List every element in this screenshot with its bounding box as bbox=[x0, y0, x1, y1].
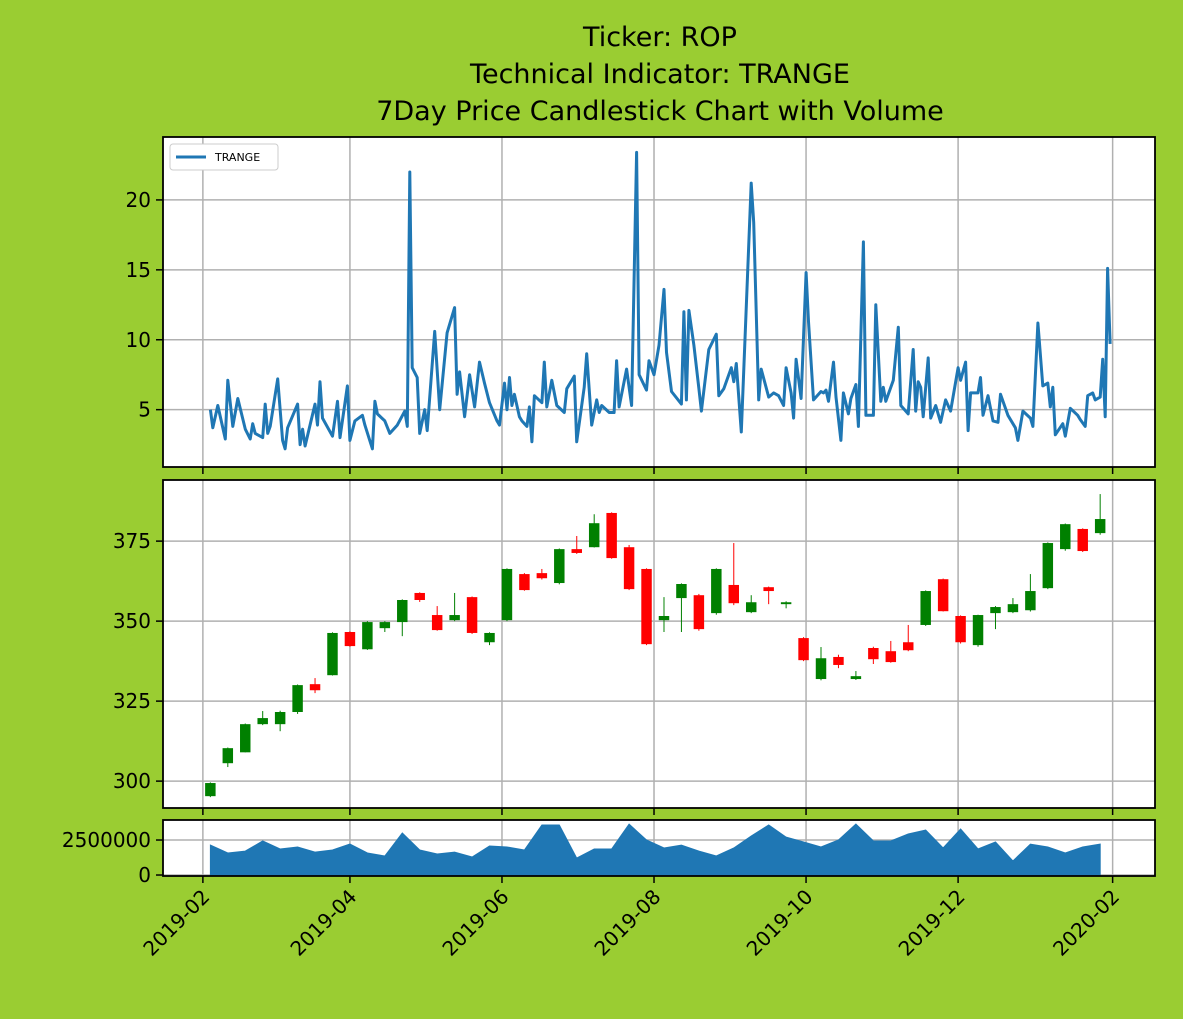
candle-body bbox=[885, 651, 897, 663]
candle-body bbox=[240, 724, 251, 753]
candle-body bbox=[1042, 543, 1054, 589]
legend-frame bbox=[169, 143, 279, 171]
candle-body bbox=[344, 632, 356, 647]
candle-body bbox=[571, 549, 582, 553]
area-series bbox=[209, 823, 1101, 876]
candle-body bbox=[1094, 519, 1106, 534]
candle-body bbox=[850, 676, 862, 680]
y-tick-label: 20 bbox=[126, 188, 151, 212]
candle-body bbox=[868, 648, 879, 660]
plot-area bbox=[163, 137, 1155, 467]
y-tick-label: 350 bbox=[113, 609, 151, 633]
candle-body bbox=[903, 642, 914, 651]
y-tick-label: 325 bbox=[113, 689, 151, 713]
y-tick-label: 375 bbox=[113, 529, 151, 553]
candle-body bbox=[205, 783, 216, 797]
candle-body bbox=[414, 592, 425, 600]
y-tick-label: 15 bbox=[126, 258, 151, 282]
candle-body bbox=[379, 622, 391, 629]
plot-frame bbox=[162, 819, 1156, 877]
legend: TRANGE bbox=[169, 143, 279, 171]
candle-body bbox=[519, 574, 530, 591]
candle-body bbox=[972, 615, 984, 646]
candle-body bbox=[1007, 604, 1019, 613]
candle-body bbox=[501, 568, 513, 621]
candle-body bbox=[728, 584, 740, 604]
candle-body bbox=[536, 573, 548, 579]
candle-body bbox=[292, 685, 303, 712]
plot-frame bbox=[162, 479, 1156, 809]
candle-body bbox=[920, 591, 931, 625]
candle-body bbox=[745, 602, 757, 613]
y-tick-label: 0 bbox=[138, 863, 151, 887]
candle-body bbox=[1025, 591, 1036, 611]
candle-body bbox=[222, 748, 234, 764]
candle-body bbox=[955, 616, 966, 643]
candle-body bbox=[711, 568, 722, 614]
candle-body bbox=[676, 584, 687, 599]
candle-body bbox=[990, 607, 1001, 614]
candle-body bbox=[431, 615, 443, 631]
candle-body bbox=[693, 595, 705, 630]
candle-body bbox=[274, 712, 286, 725]
candle-body bbox=[554, 549, 565, 584]
chart-title: Ticker: ROP bbox=[582, 22, 737, 53]
candle-body bbox=[257, 718, 268, 725]
candle-body bbox=[309, 684, 321, 691]
candle-body bbox=[1060, 524, 1071, 550]
y-tick-label: 10 bbox=[126, 328, 151, 352]
candle-body bbox=[1077, 528, 1088, 552]
candle-body bbox=[763, 587, 774, 592]
chart-title: Technical Indicator: TRANGE bbox=[469, 59, 850, 90]
candle-body bbox=[397, 600, 408, 623]
candle-body bbox=[588, 523, 600, 548]
line-series bbox=[208, 150, 1112, 451]
candle-body bbox=[833, 656, 844, 665]
candle-body bbox=[641, 568, 652, 645]
candle-body bbox=[780, 602, 792, 605]
chart-title: 7Day Price Candlestick Chart with Volume bbox=[376, 96, 944, 127]
candle-body bbox=[937, 579, 949, 612]
legend-label: TRANGE bbox=[214, 151, 260, 164]
y-tick-label: 5 bbox=[138, 398, 151, 422]
candle-body bbox=[362, 622, 373, 650]
candle-body bbox=[815, 658, 827, 680]
candle-body bbox=[449, 615, 460, 621]
y-tick-label: 300 bbox=[113, 769, 151, 793]
candle-body bbox=[466, 597, 478, 633]
candle-body bbox=[606, 512, 617, 559]
y-tick-label: 2500000 bbox=[62, 828, 151, 852]
candle-body bbox=[484, 632, 495, 643]
candle-body bbox=[623, 547, 635, 590]
plot-area bbox=[163, 480, 1155, 808]
plot-frame bbox=[162, 136, 1156, 468]
candle-body bbox=[327, 632, 338, 676]
candle-body bbox=[798, 638, 809, 661]
candle-body bbox=[658, 616, 670, 621]
